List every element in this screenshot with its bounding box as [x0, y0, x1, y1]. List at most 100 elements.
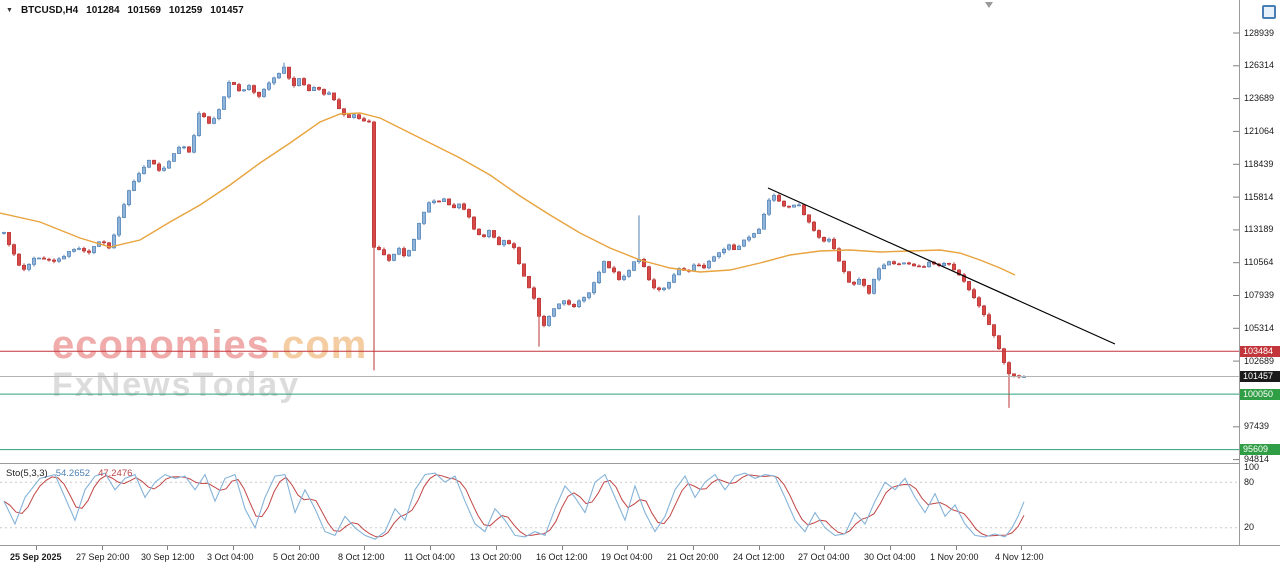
candle-body	[861, 278, 866, 286]
candle-body	[851, 281, 856, 285]
candle-body	[516, 247, 521, 265]
candle-body	[831, 238, 836, 249]
candle-body	[237, 84, 242, 92]
candle-body	[401, 248, 406, 257]
candle-body	[796, 204, 801, 207]
time-axis-tick	[102, 546, 103, 550]
candle-body	[621, 275, 626, 280]
candle-body	[157, 163, 162, 171]
main-chart[interactable]	[0, 0, 1239, 464]
time-tick-label: 1 Nov 20:00	[930, 552, 979, 562]
time-tick-label: 13 Oct 20:00	[470, 552, 522, 562]
candle-body	[886, 261, 891, 266]
expand-icon[interactable]	[1262, 5, 1276, 19]
candle-body	[1001, 348, 1006, 363]
candle-body	[871, 278, 876, 294]
candle-body	[446, 198, 451, 206]
candle-body	[51, 259, 56, 262]
candle-body	[137, 173, 142, 182]
chart-shift-marker-icon[interactable]	[985, 2, 993, 8]
candle-body	[611, 267, 616, 273]
trendline[interactable]	[767, 187, 1116, 345]
candle-body	[207, 116, 212, 124]
candle-body	[217, 109, 222, 119]
candle-body	[866, 285, 871, 294]
candle-body	[187, 146, 192, 153]
candle-body	[491, 230, 496, 238]
candle-body	[536, 297, 541, 317]
symbol-label: BTCUSD,H4	[20, 5, 79, 16]
watermark-brand: economies.com	[52, 324, 367, 366]
candle-body	[197, 113, 202, 136]
time-axis-tick	[496, 546, 497, 550]
candle-body	[291, 77, 296, 86]
candle-body	[36, 257, 41, 260]
candle-body	[127, 190, 132, 206]
candle-body	[351, 114, 356, 118]
stoch-level-label: 20	[1244, 522, 1255, 533]
candle-body	[41, 257, 46, 260]
time-tick-label: 4 Nov 12:00	[995, 552, 1044, 562]
candle-body	[731, 244, 736, 250]
candle-body	[56, 258, 61, 262]
candle-body	[926, 261, 931, 268]
candle-body	[551, 308, 556, 317]
time-tick-label: 30 Sep 12:00	[141, 552, 195, 562]
candle-body	[77, 248, 82, 250]
candle-body	[631, 261, 636, 271]
candle-body	[247, 85, 252, 90]
candle-body	[971, 289, 976, 299]
candle-body	[26, 263, 31, 270]
price-axis[interactable]: 128939 126314 123689 121064 118439 115814 1131…	[1239, 0, 1280, 545]
ohlc-open: 101284	[86, 5, 120, 16]
candle-body	[581, 297, 586, 302]
candle-body	[12, 244, 17, 255]
time-axis-tick	[562, 546, 563, 550]
panel-separator[interactable]	[0, 463, 1280, 464]
candle-body	[771, 195, 776, 201]
candle-body	[117, 217, 122, 236]
candle-body	[881, 264, 886, 270]
candle-body	[921, 266, 926, 268]
candle-body	[701, 264, 706, 269]
candle-body	[506, 240, 511, 245]
time-tick-label: 30 Oct 04:00	[864, 552, 916, 562]
candle-body	[946, 262, 951, 265]
candle-body	[986, 314, 991, 325]
candle-body	[341, 108, 346, 115]
candle-body	[576, 300, 581, 307]
candle-body	[182, 146, 187, 149]
candle-body	[1006, 362, 1011, 375]
candle-body	[271, 77, 276, 84]
stoch-signal-line	[3, 474, 1025, 538]
collapse-icon[interactable]: ▼	[6, 7, 13, 14]
candle-body	[561, 300, 566, 305]
stochastic-name: Sto(5,3,3)	[6, 468, 48, 479]
candle-body	[526, 275, 531, 289]
time-tick-label: 8 Oct 12:00	[338, 552, 385, 562]
candle-body	[966, 281, 971, 291]
ma-line	[0, 112, 1016, 276]
price-tick-label: 102689	[1244, 355, 1275, 366]
candle-body	[786, 205, 791, 208]
candle-body	[7, 232, 12, 245]
candle-body	[646, 266, 651, 281]
candle-body	[82, 248, 87, 252]
candle-body	[761, 214, 766, 230]
stoch-level-label: 100	[1244, 461, 1260, 472]
time-axis[interactable]: 25 Sep 2025 27 Sep 20:00 30 Sep 12:00 3 Oct…	[0, 545, 1280, 567]
candle-body	[596, 271, 601, 284]
candle-body	[816, 230, 821, 238]
candle-body	[1011, 373, 1016, 376]
candle-body	[232, 82, 237, 85]
candle-body	[311, 87, 316, 92]
time-tick-label: 5 Oct 20:00	[273, 552, 320, 562]
stoch-main-line	[3, 472, 1025, 540]
stochastic-panel[interactable]	[0, 465, 1239, 545]
candle-body	[736, 245, 741, 250]
candle-body	[981, 305, 986, 315]
candle-body	[776, 195, 781, 202]
price-tick-label: 121064	[1244, 125, 1275, 136]
candles-group	[1, 62, 1026, 408]
candle-body	[896, 263, 901, 266]
